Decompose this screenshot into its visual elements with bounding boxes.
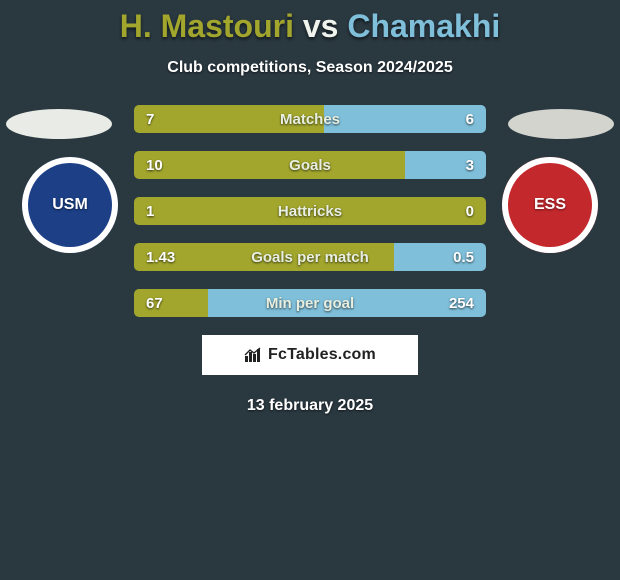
stat-value-right: 0 <box>454 197 486 225</box>
brand-text: FcTables.com <box>268 346 376 364</box>
stat-value-right: 3 <box>454 151 486 179</box>
title-vs: vs <box>294 8 347 44</box>
stat-label: Hattricks <box>134 197 486 225</box>
stat-value-left: 67 <box>134 289 175 317</box>
stat-value-left: 7 <box>134 105 166 133</box>
stat-label: Goals <box>134 151 486 179</box>
page-title: H. Mastouri vs Chamakhi <box>0 0 620 45</box>
comparison-bars: Matches76Goals103Hattricks10Goals per ma… <box>134 105 486 317</box>
stat-value-right: 0.5 <box>441 243 486 271</box>
stat-bar: Hattricks1 0 <box>134 197 486 225</box>
stat-value-left: 1 <box>134 197 166 225</box>
right-team-abbrev: ESS <box>534 197 566 213</box>
stat-label: Matches <box>134 105 486 133</box>
title-player1: H. Mastouri <box>120 8 294 44</box>
brand-chart-icon <box>244 347 262 363</box>
subtitle: Club competitions, Season 2024/2025 <box>0 59 620 77</box>
right-team-logo: ESS <box>502 157 598 253</box>
stat-bar: Goals per match1.430.5 <box>134 243 486 271</box>
brand-banner: FcTables.com <box>202 335 418 375</box>
stat-value-left: 1.43 <box>134 243 187 271</box>
stat-bar: Min per goal67 254 <box>134 289 486 317</box>
stat-value-right: 6 <box>454 105 486 133</box>
left-team-logo: USM <box>22 157 118 253</box>
left-team-abbrev: USM <box>52 197 88 213</box>
right-shadow-ellipse <box>508 109 614 139</box>
left-shadow-ellipse <box>6 109 112 139</box>
stat-value-left: 10 <box>134 151 175 179</box>
stat-bar: Goals10 3 <box>134 151 486 179</box>
date-text: 13 february 2025 <box>0 397 620 415</box>
stat-label: Min per goal <box>134 289 486 317</box>
title-player2: Chamakhi <box>347 8 500 44</box>
comparison-stage: USM ESS Matches76Goals103Hattricks10Goal… <box>0 105 620 317</box>
stat-bar: Matches7 6 <box>134 105 486 133</box>
stat-value-right: 254 <box>437 289 486 317</box>
